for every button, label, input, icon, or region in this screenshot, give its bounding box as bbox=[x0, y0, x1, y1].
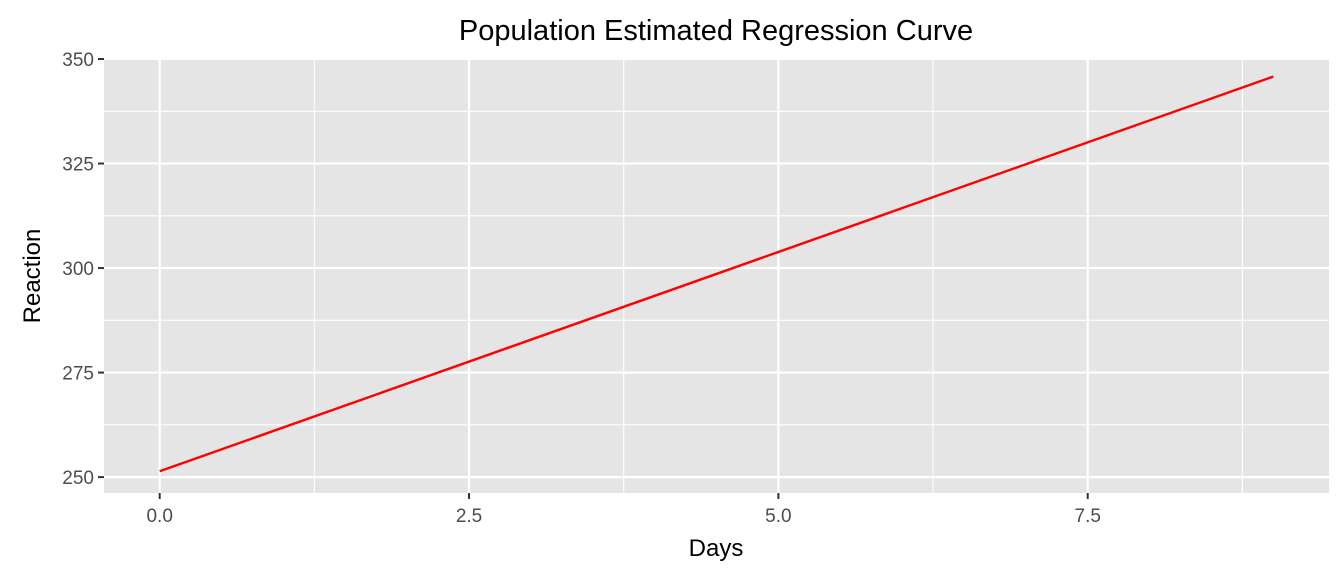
x-tick-label: 0.0 bbox=[146, 506, 172, 527]
x-axis: 0.0 2.5 5.0 7.5 bbox=[146, 493, 1101, 527]
minor-gridlines bbox=[104, 59, 1329, 493]
plot-panel bbox=[104, 59, 1329, 493]
x-tick-label: 5.0 bbox=[765, 506, 791, 527]
x-axis-title: Days bbox=[689, 535, 744, 562]
chart-title: Population Estimated Regression Curve bbox=[459, 15, 973, 47]
y-tick-label: 300 bbox=[62, 259, 94, 280]
major-gridlines bbox=[104, 57, 1329, 493]
y-tick-label: 250 bbox=[62, 468, 94, 489]
x-tick-label: 2.5 bbox=[456, 506, 482, 527]
y-tick-label: 275 bbox=[62, 364, 94, 385]
y-axis-title: Reaction bbox=[19, 229, 46, 324]
regression-line bbox=[159, 75, 1274, 473]
x-tick-label: 7.5 bbox=[1075, 506, 1101, 527]
y-axis: 250 275 300 325 350 bbox=[62, 50, 104, 489]
y-tick-label: 325 bbox=[62, 155, 94, 176]
series-layer bbox=[159, 75, 1274, 473]
y-tick-label: 350 bbox=[62, 50, 94, 71]
